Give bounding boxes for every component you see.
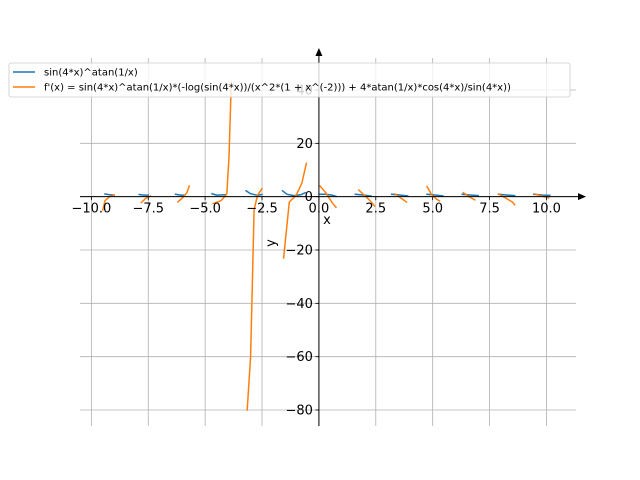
y-tick-label-0: −80 [285,404,312,419]
series-1-segment-3 [211,192,227,196]
x-tick-label-0: −10.0 [71,202,111,217]
series-1-segment-5 [281,189,307,197]
series-2-segment-9 [425,185,441,202]
series-2-segment-8 [394,192,408,204]
series-1-segment-11 [497,193,516,197]
y-tick-label-3: −20 [285,244,312,259]
series-layer [101,81,551,411]
legend-label-series-1: sin(4*x)^atan(1/x) [44,68,138,79]
series-1-segment-9 [426,193,444,197]
y-axis-arrow-icon [315,48,323,56]
legend-box [8,62,571,98]
grid [80,58,576,426]
x-tick-label-3: −2.5 [246,202,278,217]
x-tick-label-7: 7.5 [479,202,500,217]
series-1-segment-2 [174,193,186,196]
legend-label-series-2: f'(x) = sin(4*x)^atan(1/x)*(-log(sin(4*x… [44,83,511,94]
series-2-segment-3 [212,81,233,205]
ticks: −10.0 −7.5 −5.0 −2.5 0.0 2.5 5.0 7.5 10.0 −80 −60 −… [71,84,560,419]
x-axis-arrow-icon [578,193,586,201]
series-1-segment-6 [319,193,337,198]
x-tick-label-2: −5.0 [189,202,221,217]
series-1-segment-8 [390,193,409,197]
series-2-segment-11 [497,192,516,206]
x-tick-label-5: 2.5 [365,202,386,217]
y-tick-label-1: −60 [285,350,312,365]
series-2-segment-7 [357,188,376,208]
series-2-segment-4 [246,187,264,411]
x-tick-label-1: −7.5 [132,202,164,217]
series-2-segment-0 [101,194,116,211]
x-tick-label-6: 5.0 [422,202,443,217]
legend: sin(4*x)^atan(1/x) f'(x) = sin(4*x)^atan… [8,62,571,98]
series-2-segment-2 [176,185,191,204]
y-axis-label: y [264,239,279,247]
series-2-segment-5 [282,162,308,259]
y-tick-label-5: 20 [296,137,313,152]
x-axis-label: x [323,213,331,228]
x-tick-label-4: 0.0 [309,202,330,217]
series-1-segment-10 [461,193,480,197]
y-tick-label-2: −40 [285,297,312,312]
x-tick-label-8: 10.0 [532,202,561,217]
y-tick-label-4: 0 [305,190,313,205]
series-1-segment-1 [138,193,150,196]
axes [80,48,586,426]
series-1-segment-4 [245,189,263,197]
series-2-segment-6 [318,184,338,209]
